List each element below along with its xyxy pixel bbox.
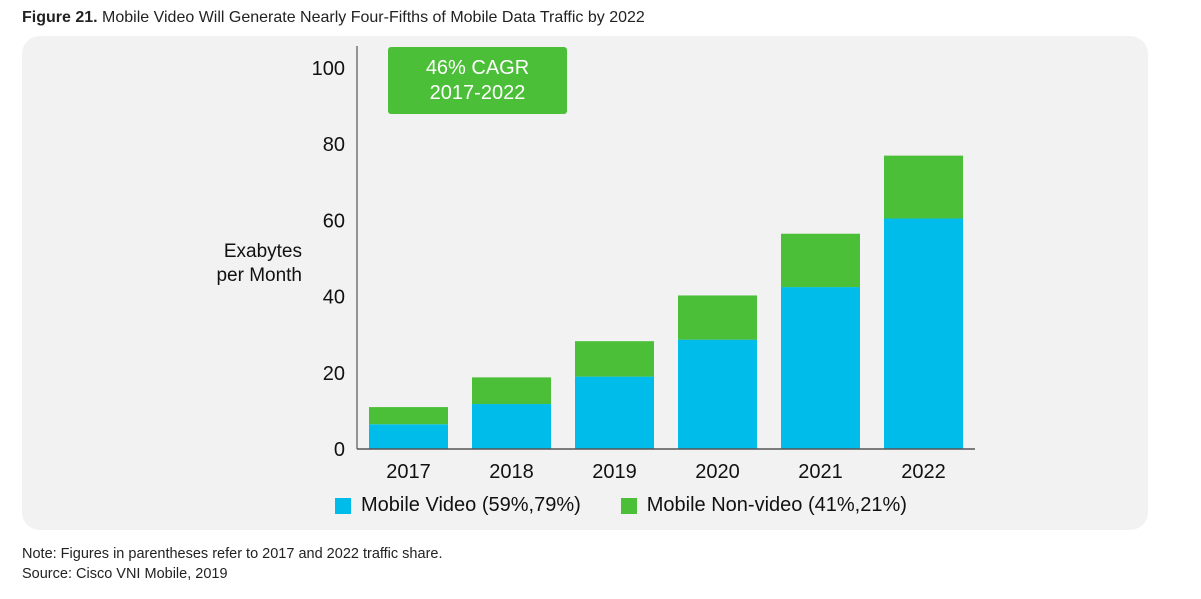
bar-nonvideo-2020 <box>678 295 757 340</box>
bar-video-2021 <box>781 287 860 449</box>
legend-label-nonvideo: Mobile Non-video (41%,21%) <box>646 494 907 516</box>
bar-nonvideo-2022 <box>884 155 963 219</box>
bar-video-2018 <box>472 404 551 449</box>
note-text: Note: Figures in parentheses refer to 20… <box>22 546 443 562</box>
x-tick-label-2022: 2022 <box>901 461 946 483</box>
bar-nonvideo-2021 <box>781 233 860 288</box>
y-tick-label-80: 80 <box>323 134 345 156</box>
bars <box>369 155 963 449</box>
bar-video-2020 <box>678 339 757 449</box>
figure-title: Figure 21. Mobile Video Will Generate Ne… <box>22 9 645 27</box>
bar-video-2022 <box>884 218 963 449</box>
y-tick-label-40: 40 <box>323 287 345 309</box>
bar-nonvideo-2019 <box>575 341 654 377</box>
cagr-line-1: 46% CAGR <box>425 56 530 79</box>
y-axis-label-line-1: Exabytes <box>223 241 302 262</box>
y-tick-label-0: 0 <box>334 439 345 461</box>
figure-number: Figure 21. <box>22 9 98 26</box>
x-axis-ticks: 2017 2018 2019 2020 2021 2022 <box>386 461 946 483</box>
cagr-callout: 46% CAGR 2017-2022 <box>388 47 567 114</box>
bar-nonvideo-2017 <box>369 407 448 425</box>
y-axis-label-line-2: per Month <box>216 265 302 286</box>
y-tick-label-20: 20 <box>323 363 345 385</box>
legend-swatch-video <box>335 497 351 514</box>
footnotes: Note: Figures in parentheses refer to 20… <box>22 544 443 584</box>
bar-video-2019 <box>575 376 654 449</box>
x-tick-label-2017: 2017 <box>386 461 431 483</box>
x-tick-label-2020: 2020 <box>695 461 740 483</box>
x-tick-label-2019: 2019 <box>592 461 637 483</box>
legend: Mobile Video (59%,79%) Mobile Non-video … <box>335 494 947 517</box>
figure-caption: Mobile Video Will Generate Nearly Four-F… <box>102 9 645 26</box>
y-tick-label-60: 60 <box>323 210 345 232</box>
legend-item-video: Mobile Video (59%,79%) <box>335 494 581 517</box>
bar-video-2017 <box>369 424 448 449</box>
y-axis-ticks: 0 20 40 60 80 100 <box>312 58 345 461</box>
legend-label-video: Mobile Video (59%,79%) <box>361 494 581 516</box>
x-tick-label-2021: 2021 <box>798 461 843 483</box>
y-axis-label: Exabytes per Month <box>170 240 302 288</box>
source-text: Source: Cisco VNI Mobile, 2019 <box>22 566 228 582</box>
legend-swatch-nonvideo <box>620 497 637 514</box>
cagr-line-2: 2017-2022 <box>429 81 526 104</box>
x-tick-label-2018: 2018 <box>489 461 534 483</box>
y-tick-label-100: 100 <box>312 58 345 80</box>
legend-item-nonvideo: Mobile Non-video (41%,21%) <box>620 494 907 517</box>
bar-nonvideo-2018 <box>472 377 551 405</box>
